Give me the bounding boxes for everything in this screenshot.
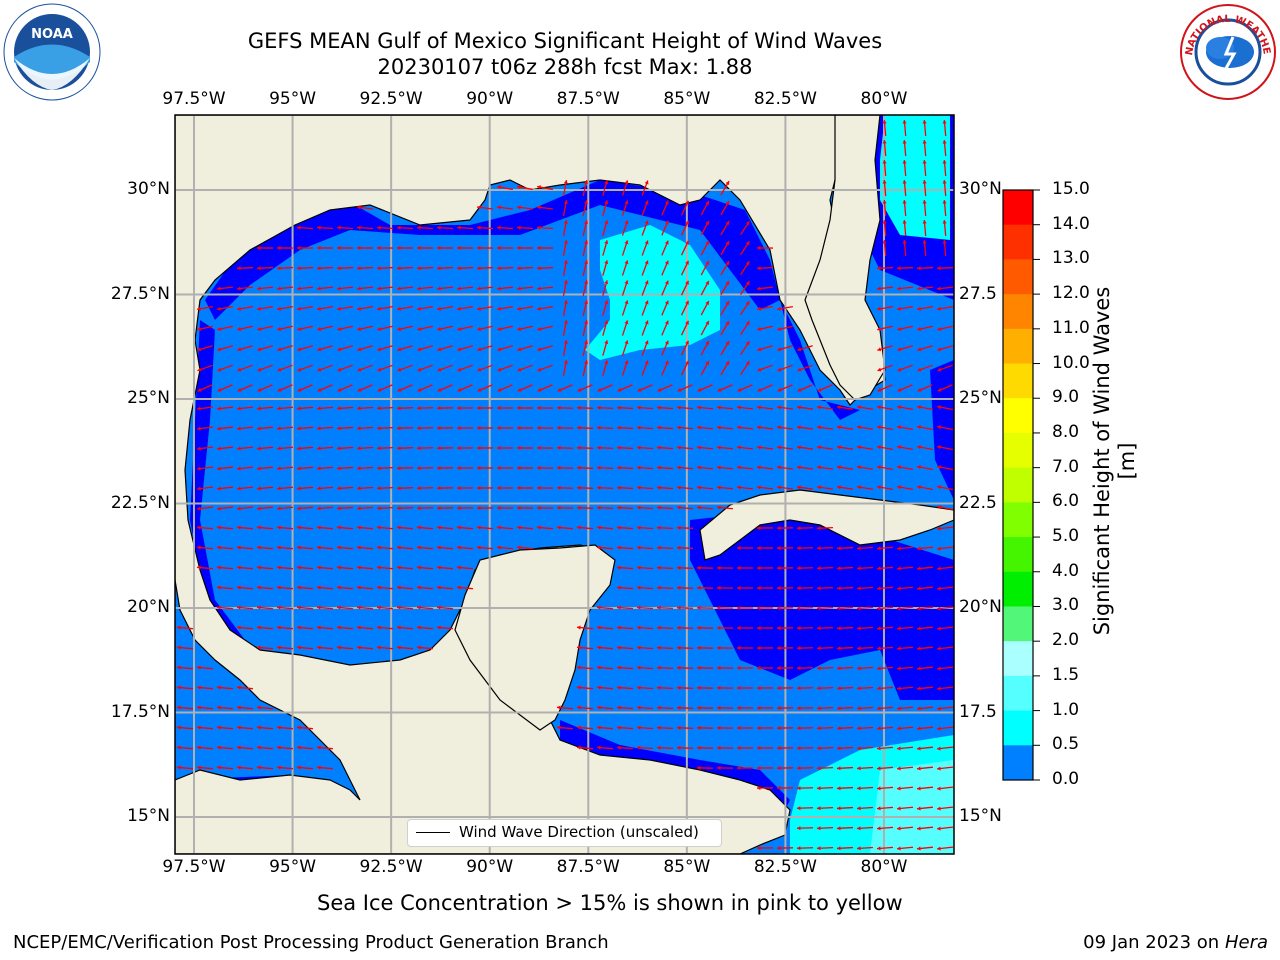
lon-label-top: 92.5°W — [359, 89, 423, 109]
lat-label-right: 22.5 — [959, 492, 997, 513]
lat-label-left: 15°N — [127, 806, 170, 826]
colorbar-segment — [1003, 259, 1033, 295]
colorbar-tick-label: 13.0 — [1052, 248, 1090, 269]
wind-wave-arrows — [176, 119, 954, 851]
lon-label-bottom: 85°W — [663, 857, 711, 877]
footer-date: 09 Jan 2023 on Hera — [1083, 932, 1268, 953]
colorbar-tick-label: 7.0 — [1052, 456, 1080, 477]
sea-ice-note: Sea Ice Concentration > 15% is shown in … — [317, 891, 903, 915]
map-legend: Wind Wave Direction (unscaled) — [407, 819, 722, 847]
lat-label-right: 25°N — [959, 388, 1002, 408]
colorbar-segment — [1003, 294, 1033, 330]
lon-label-top: 97.5°W — [162, 89, 226, 109]
lon-label-bottom: 92.5°W — [359, 857, 423, 877]
lat-label-right: 20°N — [959, 597, 1002, 617]
lon-label-bottom: 97.5°W — [162, 857, 226, 877]
wave-atlantic — [880, 115, 950, 240]
colorbar-tick-label: 5.0 — [1052, 526, 1080, 547]
lat-label-left: 30°N — [127, 179, 170, 199]
lat-label-left: 27.5°N — [110, 283, 170, 304]
colorbar-tick-label: 1.5 — [1052, 664, 1080, 685]
shelf-keys-east — [930, 360, 954, 500]
lat-label-left: 17.5°N — [110, 701, 170, 722]
colorbar-segment — [1003, 641, 1033, 677]
chart-subtitle: 20230107 t06z 288h fcst Max: 1.88 — [377, 55, 753, 79]
legend-line — [416, 832, 450, 833]
land-yucatan — [454, 544, 616, 731]
shelf-west-florida — [780, 300, 860, 420]
noaa-logo-text: NOAA — [31, 27, 73, 42]
lon-label-bottom: 82.5°W — [753, 857, 817, 877]
lon-label-top: 85°W — [663, 89, 711, 109]
colorbar-label: Significant Height of Wind Waves [m] — [1090, 286, 1139, 636]
noaa-logo: NOAA — [3, 3, 101, 101]
footer-branch: NCEP/EMC/Verification Post Processing Pr… — [13, 932, 609, 953]
shelf-north — [205, 180, 780, 320]
colorbar-segment — [1003, 224, 1033, 260]
lat-label-left: 20°N — [127, 597, 170, 617]
colorbar-segment — [1003, 537, 1033, 573]
nws-logo: NATIONAL WEATHER SERVICE — [1178, 2, 1276, 100]
colorbar-tick-label: 2.0 — [1052, 630, 1080, 651]
colorbar-segment — [1003, 363, 1033, 399]
colorbar-segment — [1003, 328, 1033, 365]
lat-label-right: 27.5 — [959, 283, 997, 304]
lat-label-right: 17.5 — [959, 701, 997, 722]
colorbar-segment — [1003, 467, 1033, 503]
map-frame — [174, 114, 955, 855]
lon-label-bottom: 87.5°W — [556, 857, 620, 877]
colorbar-segment — [1003, 571, 1033, 607]
colorbar-tick-label: 8.0 — [1052, 421, 1080, 442]
colorbar-segment — [1003, 675, 1033, 712]
colorbar-tick-label: 12.0 — [1052, 283, 1090, 304]
land-cuba — [699, 489, 954, 561]
colorbar-tick-label: 11.0 — [1052, 317, 1090, 338]
colorbar-segment — [1003, 710, 1033, 746]
lon-label-bottom: 90°W — [466, 857, 514, 877]
lon-label-top: 80°W — [860, 89, 908, 109]
colorbar-segment — [1003, 432, 1033, 469]
colorbar-tick-label: 15.0 — [1052, 179, 1090, 199]
colorbar-segment — [1003, 745, 1033, 781]
lat-label-left: 22.5°N — [110, 492, 170, 513]
lat-label-right: 30°N — [959, 179, 1002, 199]
colorbar-tick-label: 1.0 — [1052, 699, 1080, 720]
footer-host: Hera — [1224, 932, 1268, 953]
legend-label: Wind Wave Direction (unscaled) — [459, 823, 699, 841]
colorbar-tick-label: 0.5 — [1052, 734, 1080, 755]
lon-label-top: 82.5°W — [753, 89, 817, 109]
colorbar-tick-label: 0.0 — [1052, 769, 1080, 789]
colorbar-tick-label: 4.0 — [1052, 560, 1080, 581]
lon-label-bottom: 80°W — [860, 857, 908, 877]
chart-title: GEFS MEAN Gulf of Mexico Significant Hei… — [247, 29, 883, 53]
lon-label-top: 90°W — [466, 89, 514, 109]
lon-label-bottom: 95°W — [269, 857, 317, 877]
lat-label-right: 15°N — [959, 806, 1002, 826]
colorbar-tick-label: 9.0 — [1052, 387, 1080, 408]
colorbar-tick-label: 10.0 — [1052, 352, 1090, 373]
colorbar-tick-label: 14.0 — [1052, 213, 1090, 234]
colorbar-tick-label: 3.0 — [1052, 595, 1080, 616]
colorbar-segment — [1003, 190, 1033, 226]
colorbar-segment — [1003, 502, 1033, 538]
lat-label-left: 25°N — [127, 388, 170, 408]
colorbar-segment — [1003, 398, 1033, 434]
colorbar-segment — [1003, 606, 1033, 642]
colorbar — [1002, 189, 1040, 781]
colorbar-tick-label: 6.0 — [1052, 491, 1080, 512]
footer-date-text: 09 Jan 2023 on — [1083, 932, 1220, 953]
lon-label-top: 95°W — [269, 89, 317, 109]
lon-label-top: 87.5°W — [556, 89, 620, 109]
shelf-yucatan-east — [690, 510, 954, 700]
land-north-america — [175, 115, 886, 854]
